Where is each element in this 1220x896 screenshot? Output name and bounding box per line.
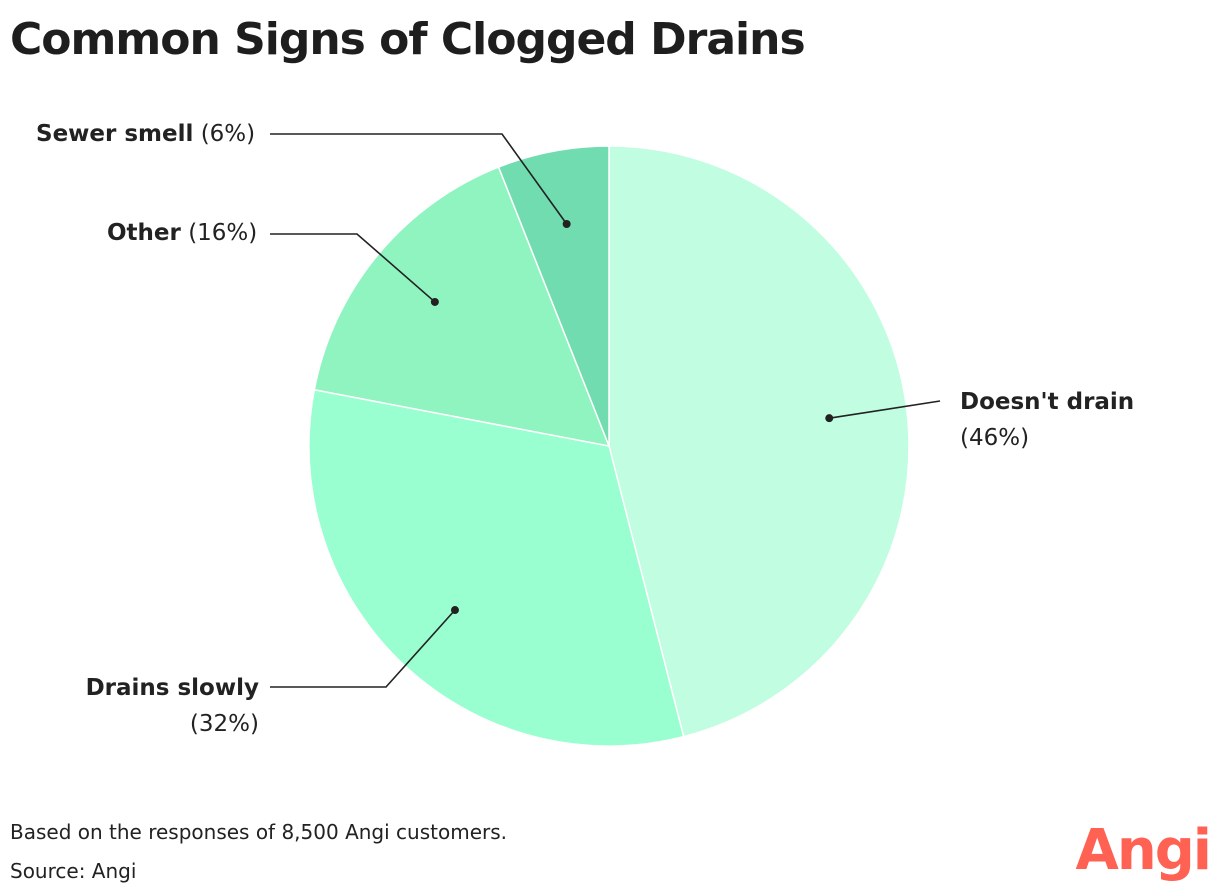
label-other-pct: (16%): [188, 220, 258, 246]
pie-slice-drains-slowly: [308, 388, 685, 747]
leader-dot-sewer-smell: [562, 220, 571, 229]
label-doesnt-drain: Doesn't drain (46%): [960, 384, 1134, 456]
leader-dot-drains-slowly: [450, 606, 459, 615]
label-doesnt-drain-pct: (46%): [960, 425, 1030, 451]
footnote: Based on the responses of 8,500 Angi cus…: [10, 820, 507, 844]
label-other-name: Other: [107, 220, 181, 246]
leader-line-sewer-smell: [270, 133, 568, 225]
label-sewer-smell-pct: (6%): [200, 121, 256, 147]
angi-logo: Angi: [1075, 818, 1212, 883]
leader-dot-other: [430, 297, 439, 306]
source-note: Source: Angi: [10, 859, 137, 883]
label-sewer-smell: Sewer smell (6%): [36, 116, 255, 152]
label-doesnt-drain-name: Doesn't drain: [960, 389, 1135, 415]
pie-slice-sewer-smell: [497, 145, 610, 447]
leader-line-drains-slowly: [270, 609, 456, 688]
label-other: Other (16%): [107, 215, 257, 251]
label-sewer-smell-name: Sewer smell: [36, 121, 194, 147]
label-drains-slowly: Drains slowly (32%): [86, 670, 259, 742]
label-drains-slowly-name: Drains slowly: [85, 675, 259, 701]
pie-slice-doesnt-drain: [608, 145, 910, 738]
leader-line-other: [270, 233, 436, 303]
leader-line-doesnt-drain: [829, 400, 941, 419]
chart-title: Common Signs of Clogged Drains: [10, 14, 806, 65]
leader-dot-doesnt-drain: [825, 414, 834, 423]
pie-slice-other: [313, 166, 611, 447]
label-drains-slowly-pct: (32%): [189, 711, 259, 737]
